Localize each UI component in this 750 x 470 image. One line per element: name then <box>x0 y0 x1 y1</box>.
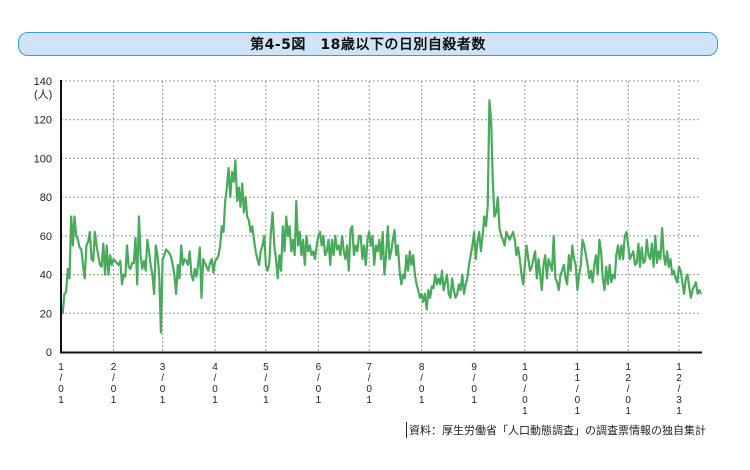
x-tick-label: 2 <box>625 373 631 384</box>
y-axis-ticks: 0 20 40 60 80 100 120 140 <box>34 76 52 359</box>
x-tick-label: / <box>214 373 217 384</box>
y-tick-label: 100 <box>34 153 52 165</box>
x-axis-ticks: 1/012/013/014/015/016/017/018/019/0110/0… <box>58 362 682 417</box>
x-tick-label: 1 <box>471 395 477 406</box>
x-tick-label: 2 <box>111 362 117 373</box>
x-tick-label: 1 <box>58 362 64 373</box>
x-tick-label: / <box>264 373 267 384</box>
y-tick-label: 60 <box>40 231 52 243</box>
x-tick-label: / <box>420 373 423 384</box>
x-tick-label: 3 <box>676 395 682 406</box>
x-tick-label: 9 <box>471 362 477 373</box>
x-tick-label: 1 <box>522 362 528 373</box>
x-tick-label: 1 <box>212 395 218 406</box>
x-tick-label: 1 <box>625 362 631 373</box>
x-tick-label: / <box>524 384 527 395</box>
x-tick-label: 1 <box>111 395 117 406</box>
x-tick-label: 4 <box>212 362 218 373</box>
x-tick-label: 1 <box>263 395 269 406</box>
x-tick-label: 1 <box>676 362 682 373</box>
x-tick-label: 7 <box>366 362 372 373</box>
x-tick-label: 1 <box>366 395 372 406</box>
x-tick-label: 0 <box>263 384 269 395</box>
figure-title: 第4-5図 18歳以下の日別自殺者数 <box>250 37 486 53</box>
x-tick-label: / <box>112 373 115 384</box>
x-tick-label: 0 <box>111 384 117 395</box>
x-tick-label: 1 <box>419 395 425 406</box>
x-tick-label: / <box>60 373 63 384</box>
x-tick-label: / <box>576 384 579 395</box>
x-tick-label: / <box>473 373 476 384</box>
x-tick-label: 0 <box>575 395 581 406</box>
gridlines <box>61 80 701 352</box>
daily-suicides-line <box>59 99 703 334</box>
x-tick-label: 0 <box>316 384 322 395</box>
x-tick-label: / <box>317 373 320 384</box>
y-tick-label: 80 <box>40 192 52 204</box>
x-tick-label: / <box>368 373 371 384</box>
x-tick-label: 0 <box>419 384 425 395</box>
y-tick-label: 40 <box>40 270 52 282</box>
x-tick-label: 0 <box>522 373 528 384</box>
x-tick-label: 0 <box>522 395 528 406</box>
x-tick-label: 2 <box>676 373 682 384</box>
y-tick-label: 140 <box>34 76 52 88</box>
x-tick-label: 0 <box>212 384 218 395</box>
y-tick-label: 20 <box>40 308 52 320</box>
x-tick-label: 1 <box>58 395 64 406</box>
x-tick-label: 1 <box>625 406 631 417</box>
x-tick-label: 1 <box>575 373 581 384</box>
x-tick-label: 0 <box>160 384 166 395</box>
x-tick-label: 5 <box>263 362 269 373</box>
x-tick-label: 0 <box>625 395 631 406</box>
y-axis-unit-label: (人) <box>34 88 52 101</box>
x-tick-label: 8 <box>419 362 425 373</box>
x-tick-label: 3 <box>160 362 166 373</box>
y-tick-label: 0 <box>46 347 52 359</box>
x-tick-label: 0 <box>58 384 64 395</box>
y-tick-label: 120 <box>34 115 52 127</box>
x-tick-label: 1 <box>575 406 581 417</box>
x-tick-label: / <box>678 384 681 395</box>
x-tick-label: 6 <box>316 362 322 373</box>
source-note: 資料：厚生労働省「人口動態調査」の調査票情報の独自集計 <box>406 422 706 438</box>
x-tick-label: 1 <box>522 406 528 417</box>
x-tick-label: / <box>627 384 630 395</box>
x-tick-label: 1 <box>575 362 581 373</box>
x-tick-label: 0 <box>366 384 372 395</box>
figure-title-bar: 第4-5図 18歳以下の日別自殺者数 <box>18 32 718 56</box>
x-tick-label: 1 <box>316 395 322 406</box>
x-tick-label: 1 <box>160 395 166 406</box>
x-tick-label: 1 <box>676 406 682 417</box>
x-tick-label: / <box>161 373 164 384</box>
x-tick-label: 0 <box>471 384 477 395</box>
